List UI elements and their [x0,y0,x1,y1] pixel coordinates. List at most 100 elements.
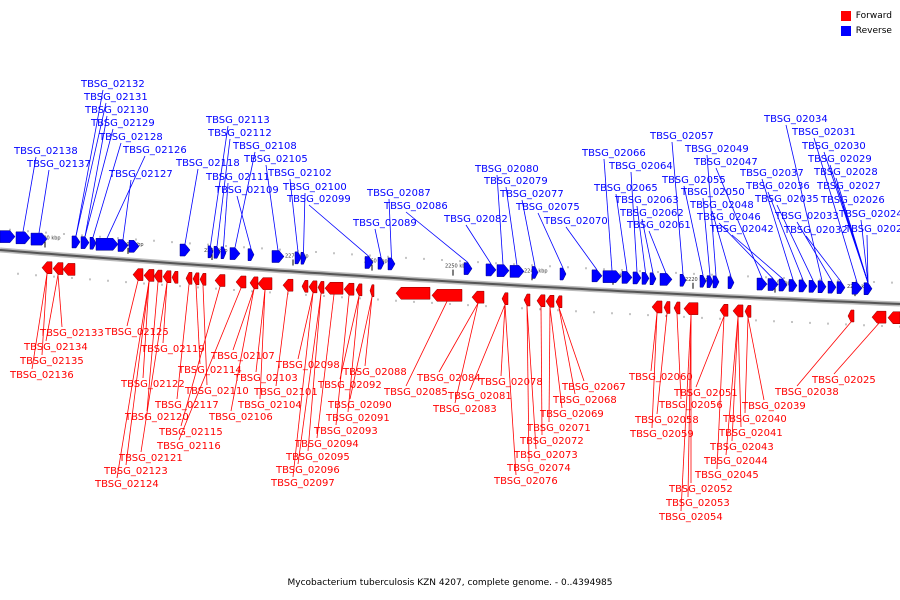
gene-leader-line [833,322,880,375]
reverse-gene-arrow [659,273,673,286]
gene-label: TBSG_02097 [270,478,335,489]
forward-gene-arrow [41,261,53,274]
gene-label: TBSG_02080 [474,164,539,175]
gene-label: TBSG_02056 [658,400,723,411]
gene-label: TBSG_02061 [626,220,691,231]
gene-leader-line [275,291,289,387]
gene-label: TBSG_02032 [783,225,848,236]
forward-gene-arrow [523,293,531,307]
gene-label: TBSG_02076 [493,476,558,487]
gene-label: TBSG_02050 [680,187,745,198]
gene-leader-line [38,169,50,234]
gene-leader-line [303,192,306,253]
reverse-gene-arrow [71,235,81,249]
gene-leader-line [683,185,704,276]
gene-label: TBSG_02070 [543,216,608,227]
gene-leader-line [178,287,242,441]
reverse-gene-arrow [727,276,735,289]
gene-leader-line [540,306,543,436]
reverse-gene-arrow [591,269,603,283]
gene-label: TBSG_02130 [84,105,149,116]
gene-leader-line [116,281,150,479]
gene-label: TBSG_02126 [122,145,187,156]
forward-gene-arrow [192,272,200,286]
gene-label: TBSG_02137 [26,159,91,170]
genome-caption: Mycobacterium tuberculosis KZN 4207, com… [287,578,613,588]
gene-label: TBSG_02086 [383,201,448,212]
gene-leader-line [230,288,255,412]
gene-leader-line [636,205,646,273]
reverse-gene-arrow [95,238,119,251]
forward-gene-arrow [62,263,76,276]
gene-label: TBSG_02034 [763,114,828,125]
gene-leader-line [339,295,360,380]
reverse-gene-arrow [788,279,798,292]
gene-leader-line [195,284,201,365]
reverse-gene-arrow [649,272,657,286]
gene-label: TBSG_02046 [696,212,761,223]
gene-label: TBSG_02031 [791,127,856,138]
gene-label: TBSG_02025 [811,375,876,386]
legend-forward-label: Forward [855,10,892,21]
gene-label: TBSG_02106 [208,412,273,423]
gene-label: TBSG_02094 [294,439,359,450]
reverse-gene-arrow [247,248,255,261]
gene-label: TBSG_02051 [673,388,738,399]
legend: Forward Reverse [840,8,892,38]
gene-label: TBSG_02082 [443,214,508,225]
forward-gene-arrow [369,284,375,297]
gene-leader-line [146,282,159,412]
gene-leader-line [31,273,48,370]
gene-leader-line [335,295,350,426]
gene-leader-line [84,115,108,237]
reverse-gene-arrow [851,281,863,295]
gene-leader-line [316,294,335,439]
reverse-gene-arrow [641,272,650,285]
forward-gene-arrow [317,281,325,294]
gene-leader-line [526,305,530,463]
forward-gene-arrow [162,270,172,283]
gene-label: TBSG_02079 [483,176,548,187]
gene-label: TBSG_02068 [552,395,617,406]
gene-leader-line [648,230,667,274]
forward-gene-arrow [282,278,294,292]
gene-label: TBSG_02054 [658,512,723,523]
gene-label: TBSG_02069 [539,409,604,420]
forward-gene-arrow [199,273,207,286]
gene-label: TBSG_02087 [366,188,431,199]
gene-leader-line [289,178,299,252]
gene-leader-line [776,204,814,281]
gene-leader-line [307,293,322,452]
gene-label: TBSG_02131 [83,92,148,103]
gene-leader-line [687,314,692,498]
gene-leader-line [45,274,59,342]
gene-label: TBSG_02028 [813,167,878,178]
forward-gene-arrow [324,281,344,295]
reverse-gene-arrow [712,275,720,289]
gene-label: TBSG_02083 [432,404,497,415]
reverse-gene-arrow [602,270,622,283]
gene-leader-line [537,212,564,269]
gene-label: TBSG_02090 [327,400,392,411]
reverse-gene-arrow [817,280,827,293]
gene-leader-line [405,211,469,263]
forward-gene-arrow [171,271,179,284]
gene-leader-line [180,286,221,427]
gene-label: TBSG_02035 [754,194,819,205]
gene-label: TBSG_02116 [156,441,221,452]
reverse-gene-arrow [827,280,837,294]
gene-leader-line [505,186,518,266]
legend-forward: Forward [840,8,892,23]
gene-leader-line [454,303,479,404]
forward-gene-arrow [673,301,681,315]
gene-leader-line [184,168,199,245]
reverse-gene-arrow [531,266,539,279]
forward-gene-arrow [871,310,887,324]
forward-gene-arrow [214,274,226,287]
gene-leader-line [75,102,107,237]
forward-gene-arrow [395,286,431,300]
gene-label: TBSG_02043 [709,442,774,453]
forward-gene-arrow [545,295,555,308]
gene-label: TBSG_02105 [243,154,308,165]
gene-label: TBSG_02045 [694,470,759,481]
